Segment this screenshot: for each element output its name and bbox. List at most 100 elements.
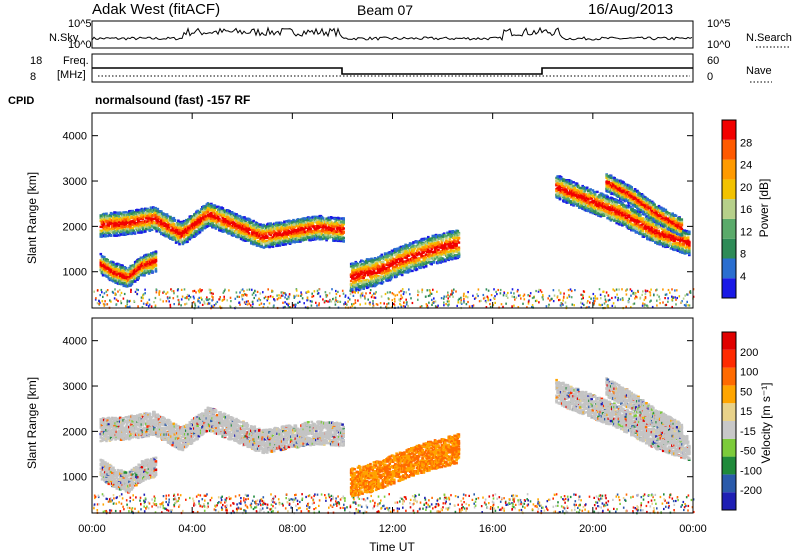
scatter-cell (432, 251, 435, 253)
scatter-cell (416, 268, 419, 270)
scatter-cell (210, 218, 213, 220)
scatter-cell (394, 272, 397, 274)
scatter-cell (152, 218, 155, 220)
scatter-cell (186, 221, 189, 223)
scatter-cell (367, 273, 370, 275)
nsearch-tick-top: 10^5 (707, 18, 731, 30)
freq-trace (92, 68, 693, 74)
freq-unit: [MHz] (57, 69, 86, 81)
scatter-cell (151, 229, 154, 231)
scatter-cell (139, 268, 142, 270)
scatter-cell (108, 224, 111, 226)
scatter-cell (350, 265, 353, 267)
scatter-cell (362, 288, 365, 290)
scatter-cell (134, 280, 137, 282)
scatter-cell (437, 249, 440, 251)
scatter-cell (441, 253, 444, 255)
scatter-cell (223, 226, 226, 228)
scatter-cell (265, 227, 268, 229)
scatter-cell (122, 211, 125, 213)
beam-title: Beam 07 (357, 2, 413, 18)
scatter-cell (322, 217, 325, 219)
nsky-trace (92, 28, 692, 40)
scatter-cell (357, 283, 360, 285)
scatter-cell (155, 263, 158, 265)
scatter-cell (186, 241, 189, 243)
scatter-cell (432, 235, 435, 237)
scatter-cell (106, 260, 109, 262)
scatter-cell (395, 275, 398, 277)
station-title: Adak West (fitACF) (92, 1, 220, 18)
scatter-cell (124, 277, 127, 279)
scatter-cell (369, 270, 372, 272)
scatter-cell (277, 237, 280, 239)
scatter-cell (373, 270, 376, 272)
scatter-cell (376, 258, 379, 260)
scatter-cell (100, 215, 103, 217)
scatter-cell (137, 274, 140, 276)
scatter-cell (376, 262, 379, 264)
scatter-cell (418, 259, 421, 261)
scatter-cell (243, 216, 246, 218)
scatter-cell (370, 284, 373, 286)
scatter-cell (433, 261, 436, 263)
scatter-cell (350, 280, 353, 282)
scatter-cell (452, 255, 455, 257)
scatter-cell (311, 219, 314, 221)
scatter-cell (258, 240, 261, 242)
cpid-text: normalsound (fast) -157 RF (95, 93, 250, 107)
scatter-cell (193, 227, 196, 229)
scatter-cell (137, 277, 140, 279)
power-scatter (93, 173, 694, 309)
scatter-cell (244, 238, 247, 240)
scatter-cell (445, 235, 448, 237)
scatter-cell (110, 235, 113, 237)
scatter-cell (299, 231, 302, 233)
scatter-cell (207, 211, 210, 213)
scatter-cell (204, 223, 207, 225)
scatter-cell (384, 252, 387, 254)
scatter-cell (427, 249, 430, 251)
scatter-cell (168, 228, 171, 230)
scatter-cell (151, 271, 154, 273)
scatter-cell (182, 230, 185, 232)
scatter-cell (412, 249, 415, 251)
scatter-cell (291, 221, 294, 223)
scatter-cell (228, 210, 231, 212)
scatter-cell (353, 274, 356, 276)
scatter-cell (434, 258, 437, 260)
scatter-cell (104, 235, 107, 237)
scatter-cell (428, 258, 431, 260)
scatter-cell (272, 246, 275, 248)
scatter-cell (411, 258, 414, 260)
scatter-cell (342, 231, 345, 233)
scatter-cell (207, 207, 210, 209)
scatter-cell (157, 216, 160, 218)
nave-label: Nave (746, 65, 772, 77)
scatter-cell (120, 233, 123, 235)
scatter-cell (155, 260, 158, 262)
scatter-cell (105, 213, 108, 215)
scatter-cell (120, 231, 123, 233)
scatter-cell (315, 232, 318, 234)
scatter-cell (100, 226, 103, 228)
scatter-cell (125, 267, 128, 269)
scatter-cell (100, 253, 103, 255)
scatter-cell (116, 233, 119, 235)
scatter-cell (333, 218, 336, 220)
scatter-cell (268, 246, 271, 248)
scatter-cell (401, 258, 404, 260)
scatter-cell (315, 238, 318, 240)
scatter-cell (191, 215, 194, 217)
scatter-cell (142, 228, 145, 230)
nsky-tick-top: 10^5 (68, 18, 92, 30)
freq-strip: Freq. [MHz] 18 8 60 0 Nave (30, 54, 772, 83)
scatter-cell (374, 257, 377, 259)
scatter-cell (155, 250, 158, 252)
nsky-tick-bottom: 10^0 (68, 39, 92, 51)
scatter-cell (264, 240, 267, 242)
scatter-cell (437, 252, 440, 254)
scatter-cell (305, 238, 308, 240)
scatter-cell (195, 215, 198, 217)
